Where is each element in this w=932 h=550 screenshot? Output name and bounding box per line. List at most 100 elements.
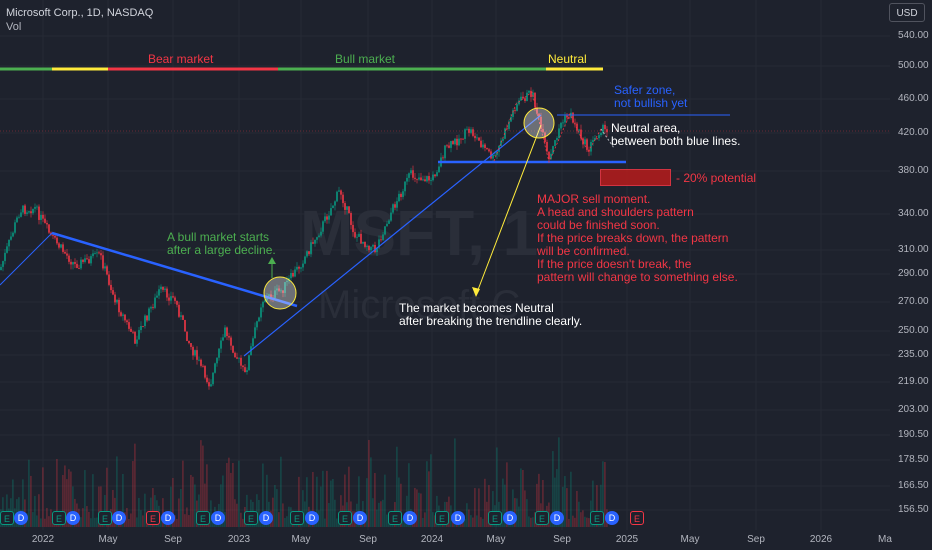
earnings-event[interactable]: E (52, 511, 66, 525)
price-tick: 250.00 (898, 325, 929, 336)
earnings-event[interactable]: E (590, 511, 604, 525)
time-tick: Ma (878, 534, 892, 545)
bull-start-line-2: after a large decline. (167, 243, 276, 257)
time-tick: 2025 (615, 534, 639, 545)
price-tick: 156.50 (898, 504, 929, 515)
price-tick: 380.00 (898, 165, 929, 176)
watermark-ticker: MSFT, 1 (300, 197, 538, 269)
price-tick: 420.00 (898, 127, 929, 138)
dividend-event[interactable]: D (66, 511, 80, 525)
price-tick: 540.00 (898, 30, 929, 41)
sell-moment-line-4: If the price breaks down, the pattern (537, 231, 729, 245)
time-tick: May (291, 534, 311, 545)
price-tick: 270.00 (898, 296, 929, 307)
currency-button[interactable]: USD (889, 3, 925, 22)
dividend-event[interactable]: D (451, 511, 465, 525)
earnings-event[interactable]: E (146, 511, 160, 525)
symbol-title[interactable]: Microsoft Corp., 1D, NASDAQ (6, 7, 154, 19)
dividend-event[interactable]: D (14, 511, 28, 525)
price-tick: 190.50 (898, 429, 929, 440)
break-circle-2023 (263, 276, 297, 310)
price-tick: 203.00 (898, 404, 929, 415)
sell-moment-line-7: pattern will change to something else. (537, 270, 738, 284)
time-tick: Sep (553, 534, 571, 545)
head-shoulders-pattern (493, 91, 602, 164)
watermark-name: Microsoft C (318, 283, 520, 327)
price-tick: 235.00 (898, 349, 929, 360)
time-tick: May (98, 534, 118, 545)
price-tick: 460.00 (898, 93, 929, 104)
grid-lines (0, 0, 890, 530)
price-tick: 310.00 (898, 244, 929, 255)
dividend-event[interactable]: D (305, 511, 319, 525)
neutral-area-line-1: Neutral area, (611, 121, 681, 135)
bear-trendline (51, 231, 298, 308)
potential-label: - 20% potential (676, 171, 757, 185)
bull-start-note: A bull market starts after a large declin… (167, 231, 276, 257)
sell-moment-line-2: A head and shoulders pattern (537, 205, 694, 219)
bull-trendline (243, 114, 542, 357)
time-tick: Sep (359, 534, 377, 545)
trendlines (0, 91, 730, 357)
phase-neutral-label: Neutral (548, 52, 587, 66)
time-tick: 2023 (227, 534, 251, 545)
price-tick: 219.00 (898, 376, 929, 387)
dividend-event[interactable]: D (550, 511, 564, 525)
dividend-event[interactable]: D (211, 511, 225, 525)
earnings-event[interactable]: E (630, 511, 644, 525)
candlesticks (0, 87, 608, 390)
break-circle-2024 (523, 107, 555, 139)
price-tick: 178.50 (898, 454, 929, 465)
price-tick: 500.00 (898, 60, 929, 71)
sell-moment-line-6: If the price doesn't break, the (537, 257, 692, 271)
earnings-event[interactable]: E (98, 511, 112, 525)
target-zone-box (600, 169, 671, 186)
sell-moment-line-3: could be finished soon. (537, 218, 660, 232)
time-tick: 2026 (809, 534, 833, 545)
price-tick: 166.50 (898, 480, 929, 491)
time-tick: May (680, 534, 700, 545)
earnings-event[interactable]: E (535, 511, 549, 525)
time-tick: 2022 (31, 534, 55, 545)
time-tick: Sep (747, 534, 765, 545)
earnings-event[interactable]: E (196, 511, 210, 525)
neutral-area-line-2: between both blue lines. (611, 134, 741, 148)
dividend-event[interactable]: D (161, 511, 175, 525)
sell-moment-line-1: MAJOR sell moment. (537, 192, 651, 206)
earnings-event[interactable]: E (290, 511, 304, 525)
dividend-event[interactable]: D (259, 511, 273, 525)
early-trendline (0, 232, 53, 286)
phase-bull-label: Bull market (335, 52, 396, 66)
dividend-event[interactable]: D (353, 511, 367, 525)
price-tick: 340.00 (898, 208, 929, 219)
safer-zone-line-2: not bullish yet (614, 96, 688, 110)
chart-header: Microsoft Corp., 1D, NASDAQ Vol (6, 6, 153, 34)
volume-label[interactable]: Vol (6, 21, 22, 33)
earnings-event[interactable]: E (488, 511, 502, 525)
bull-arrow-head (268, 257, 276, 264)
neutral-area-note: Neutral area, between both blue lines. (611, 122, 740, 148)
sell-moment-line-5: will be confirmed. (537, 244, 630, 258)
neutral-arrow (475, 124, 542, 296)
dividend-event[interactable]: D (503, 511, 517, 525)
safer-zone-note: Safer zone, not bullish yet (614, 84, 687, 110)
earnings-event[interactable]: E (435, 511, 449, 525)
time-tick: May (486, 534, 506, 545)
neutral-arrow-head (472, 287, 480, 297)
dividend-event[interactable]: D (605, 511, 619, 525)
sell-moment-note: MAJOR sell moment. A head and shoulders p… (537, 193, 738, 284)
dividend-event[interactable]: D (112, 511, 126, 525)
time-tick: 2024 (420, 534, 444, 545)
dividend-event[interactable]: D (403, 511, 417, 525)
earnings-event[interactable]: E (244, 511, 258, 525)
market-neutral-line-2: after breaking the trendline clearly. (399, 314, 583, 328)
earnings-event[interactable]: E (0, 511, 14, 525)
safer-zone-line-1: Safer zone, (614, 83, 676, 97)
earnings-event[interactable]: E (388, 511, 402, 525)
phase-bear-label: Bear market (148, 52, 214, 66)
price-tick: 290.00 (898, 268, 929, 279)
market-neutral-note: The market becomes Neutral after breaking… (399, 302, 582, 328)
earnings-event[interactable]: E (338, 511, 352, 525)
market-neutral-line-1: The market becomes Neutral (399, 301, 554, 315)
